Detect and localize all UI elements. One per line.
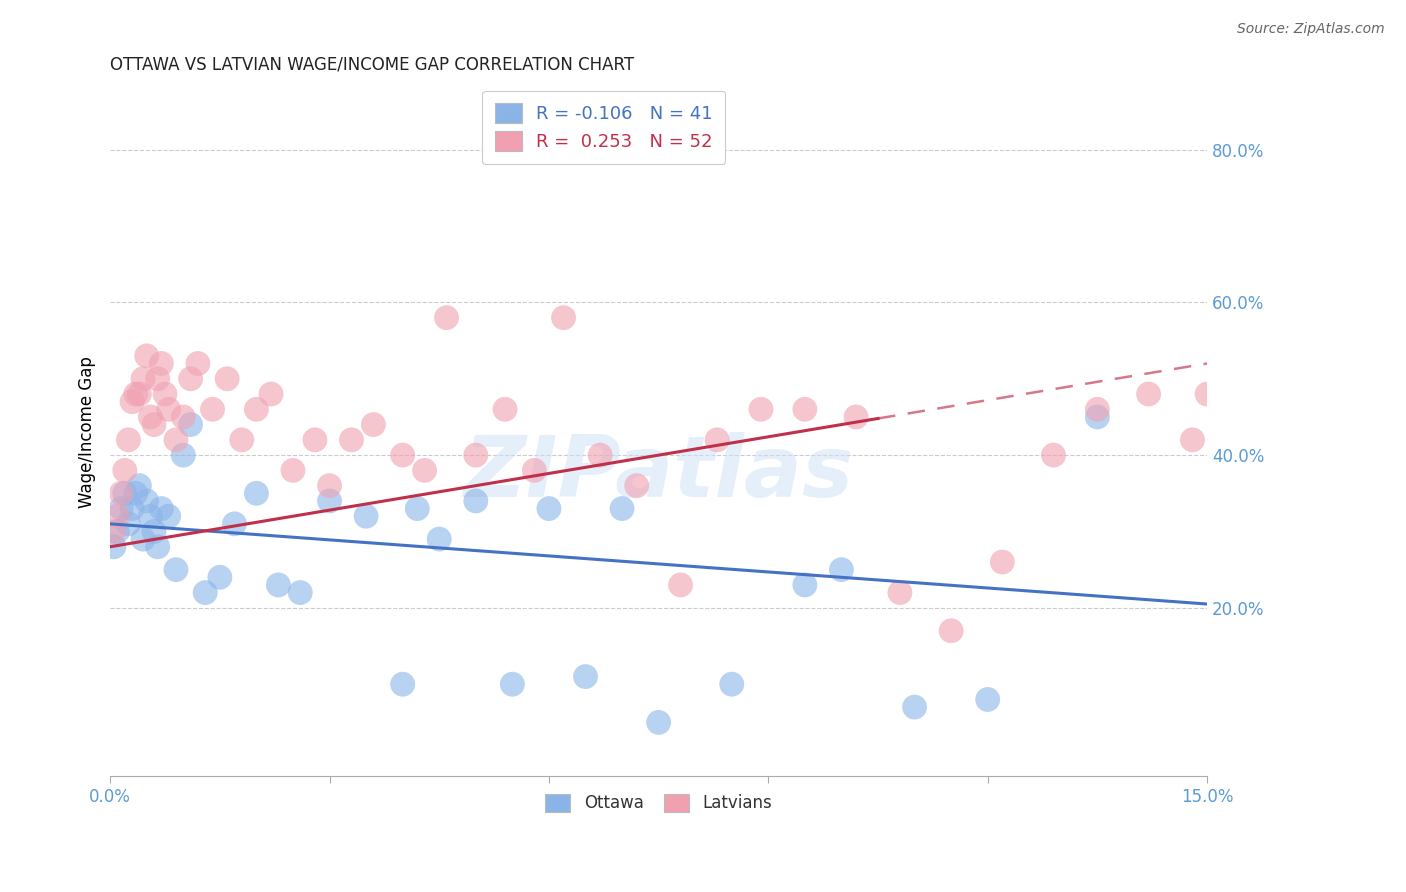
Point — [180, 372, 202, 386]
Point — [793, 578, 815, 592]
Point — [1042, 448, 1064, 462]
Point — [172, 409, 194, 424]
Point — [143, 417, 166, 432]
Point — [464, 494, 486, 508]
Point — [845, 409, 868, 424]
Point — [749, 402, 772, 417]
Point — [669, 578, 692, 592]
Point — [128, 387, 150, 401]
Point — [208, 570, 231, 584]
Point — [626, 478, 648, 492]
Text: ZIPatlas: ZIPatlas — [464, 432, 853, 515]
Point — [157, 509, 180, 524]
Point — [194, 585, 217, 599]
Point — [125, 387, 148, 401]
Point — [889, 585, 911, 599]
Point — [304, 433, 326, 447]
Point — [318, 478, 340, 492]
Point — [574, 669, 596, 683]
Point — [413, 463, 436, 477]
Point — [201, 402, 224, 417]
Point — [391, 677, 413, 691]
Point — [103, 524, 125, 539]
Point — [139, 509, 162, 524]
Point — [991, 555, 1014, 569]
Point — [135, 349, 157, 363]
Point — [436, 310, 458, 325]
Point — [830, 563, 852, 577]
Y-axis label: Wage/Income Gap: Wage/Income Gap — [79, 356, 96, 508]
Point — [146, 372, 169, 386]
Point — [231, 433, 253, 447]
Point — [610, 501, 633, 516]
Point — [427, 532, 450, 546]
Point — [245, 402, 267, 417]
Point — [501, 677, 523, 691]
Point — [363, 417, 385, 432]
Point — [354, 509, 377, 524]
Point — [494, 402, 516, 417]
Point — [153, 387, 176, 401]
Point — [180, 417, 202, 432]
Point — [110, 486, 132, 500]
Point — [132, 532, 155, 546]
Point — [217, 372, 239, 386]
Point — [523, 463, 546, 477]
Point — [1087, 409, 1109, 424]
Point — [125, 486, 148, 500]
Point — [172, 448, 194, 462]
Point — [1181, 433, 1204, 447]
Point — [245, 486, 267, 500]
Point — [1087, 402, 1109, 417]
Point — [464, 448, 486, 462]
Point — [114, 463, 136, 477]
Point — [150, 356, 173, 370]
Point — [121, 394, 143, 409]
Point — [976, 692, 998, 706]
Point — [224, 516, 246, 531]
Point — [939, 624, 962, 638]
Point — [132, 372, 155, 386]
Point — [290, 585, 312, 599]
Point — [391, 448, 413, 462]
Point — [165, 433, 187, 447]
Point — [647, 715, 669, 730]
Point — [107, 509, 129, 524]
Point — [146, 540, 169, 554]
Point — [318, 494, 340, 508]
Point — [187, 356, 209, 370]
Legend: Ottawa, Latvians: Ottawa, Latvians — [538, 787, 779, 819]
Point — [143, 524, 166, 539]
Point — [406, 501, 429, 516]
Point — [165, 563, 187, 577]
Point — [107, 524, 129, 539]
Point — [537, 501, 560, 516]
Point — [553, 310, 575, 325]
Point — [340, 433, 363, 447]
Point — [589, 448, 612, 462]
Point — [128, 478, 150, 492]
Point — [103, 540, 125, 554]
Point — [260, 387, 283, 401]
Text: OTTAWA VS LATVIAN WAGE/INCOME GAP CORRELATION CHART: OTTAWA VS LATVIAN WAGE/INCOME GAP CORREL… — [110, 55, 634, 73]
Point — [114, 486, 136, 500]
Point — [281, 463, 304, 477]
Point — [135, 494, 157, 508]
Point — [793, 402, 815, 417]
Point — [117, 516, 139, 531]
Point — [720, 677, 742, 691]
Point — [121, 501, 143, 516]
Point — [117, 433, 139, 447]
Point — [157, 402, 180, 417]
Point — [1137, 387, 1160, 401]
Point — [1197, 387, 1219, 401]
Point — [110, 501, 132, 516]
Point — [267, 578, 290, 592]
Point — [139, 409, 162, 424]
Point — [150, 501, 173, 516]
Text: Source: ZipAtlas.com: Source: ZipAtlas.com — [1237, 22, 1385, 37]
Point — [706, 433, 728, 447]
Point — [903, 700, 925, 714]
